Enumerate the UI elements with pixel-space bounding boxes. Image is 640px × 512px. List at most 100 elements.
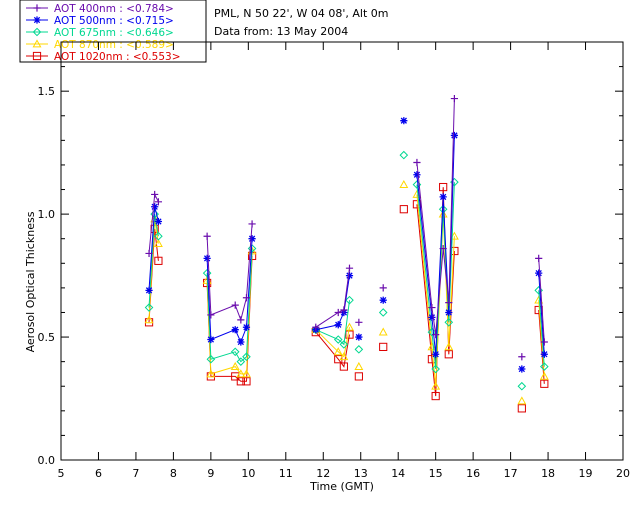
data-point <box>340 306 348 314</box>
data-point <box>230 361 240 370</box>
series-aot-500nm <box>145 117 548 373</box>
data-point <box>413 158 421 167</box>
data-point <box>345 330 354 339</box>
data-point <box>444 342 454 351</box>
legend-marker <box>32 51 42 61</box>
series-line <box>416 194 455 387</box>
x-tick-label: 16 <box>466 467 480 480</box>
series-line <box>206 223 253 322</box>
data-point <box>145 286 153 294</box>
data-point <box>154 231 163 241</box>
data-point <box>412 200 422 209</box>
data-point <box>242 352 251 362</box>
y-axis-label: Aerosol Optical Thickness <box>24 211 37 352</box>
series-line <box>538 309 545 384</box>
data-point <box>431 364 440 374</box>
data-point <box>399 150 409 160</box>
data-point <box>236 369 246 378</box>
data-point <box>439 182 448 192</box>
data-point <box>345 322 354 331</box>
x-tick-label: 15 <box>429 467 443 480</box>
data-point <box>540 350 548 358</box>
y-tick-label: 0.5 <box>38 331 56 344</box>
data-point <box>334 308 342 317</box>
data-point <box>354 345 364 354</box>
data-point <box>444 350 453 359</box>
data-point <box>242 369 251 378</box>
data-point <box>242 377 251 386</box>
y-tick-label: 1.0 <box>38 208 56 221</box>
data-point <box>540 379 549 388</box>
series-line <box>315 275 350 331</box>
x-tick-label: 10 <box>241 467 255 480</box>
data-point <box>345 264 354 272</box>
data-point <box>428 303 436 312</box>
data-point <box>150 209 159 219</box>
data-point <box>237 338 245 346</box>
data-point <box>399 205 408 214</box>
series-aot-400nm <box>145 94 548 361</box>
x-tick-label: 6 <box>95 467 102 480</box>
series-line <box>206 250 253 375</box>
data-point <box>231 301 239 309</box>
data-point <box>145 249 153 258</box>
series-line <box>416 98 455 335</box>
data-point <box>247 244 257 253</box>
legend-entry: AOT 1020nm : <0.553> <box>54 51 181 63</box>
data-point <box>540 362 549 371</box>
x-tick-label: 20 <box>616 467 630 480</box>
x-tick-label: 11 <box>279 467 293 480</box>
data-point <box>379 284 387 292</box>
data-point <box>202 268 212 278</box>
x-tick-label: 7 <box>132 467 139 480</box>
data-point <box>345 271 354 280</box>
plot-frame <box>60 41 624 461</box>
data-point <box>206 354 216 364</box>
y-axis: 0.0 0.5 1.0 1.5 <box>38 41 623 467</box>
data-point <box>378 308 388 317</box>
series-line <box>315 300 350 346</box>
data-point <box>431 391 440 401</box>
data-point <box>379 342 388 351</box>
legend-entry: AOT 500nm : <0.715> <box>54 15 174 27</box>
data-point <box>151 203 159 211</box>
legend-marker <box>33 4 41 12</box>
data-point <box>207 311 215 319</box>
data-point <box>236 357 246 366</box>
data-point <box>432 331 440 339</box>
series-line <box>206 248 253 363</box>
data-point <box>154 198 163 206</box>
x-axis-label: Time (GMT) <box>309 480 374 493</box>
legend: AOT 400nm : <0.784>AOT 500nm : <0.715>AO… <box>19 0 207 63</box>
legend-entry: AOT 400nm : <0.784> <box>54 3 174 15</box>
data-point <box>444 317 454 327</box>
data-point <box>231 326 239 334</box>
data-point <box>400 117 408 125</box>
data-point <box>445 308 453 317</box>
data-point <box>518 365 526 373</box>
data-point <box>242 323 251 331</box>
y-tick-label: 0.0 <box>38 454 56 467</box>
legend-entry: AOT 870nm : <0.589> <box>54 39 174 51</box>
data-point <box>413 171 421 179</box>
x-tick-label: 9 <box>207 467 214 480</box>
legend-entry: AOT 675nm : <0.646> <box>54 27 174 39</box>
x-tick-label: 17 <box>504 467 518 480</box>
legend-marker <box>33 16 41 24</box>
data-point <box>517 404 526 413</box>
data-point <box>439 244 447 253</box>
data-point <box>242 294 251 302</box>
data-point <box>379 296 387 304</box>
data-point <box>432 350 440 358</box>
series-line <box>148 214 159 308</box>
series-line <box>206 238 253 344</box>
data-point <box>248 235 256 243</box>
series-line <box>538 273 545 355</box>
data-point <box>517 396 527 405</box>
data-point <box>539 371 549 380</box>
series-aot-1020nm <box>144 182 549 413</box>
data-point <box>203 232 211 240</box>
data-point <box>151 190 159 199</box>
x-tick-label: 12 <box>316 467 330 480</box>
